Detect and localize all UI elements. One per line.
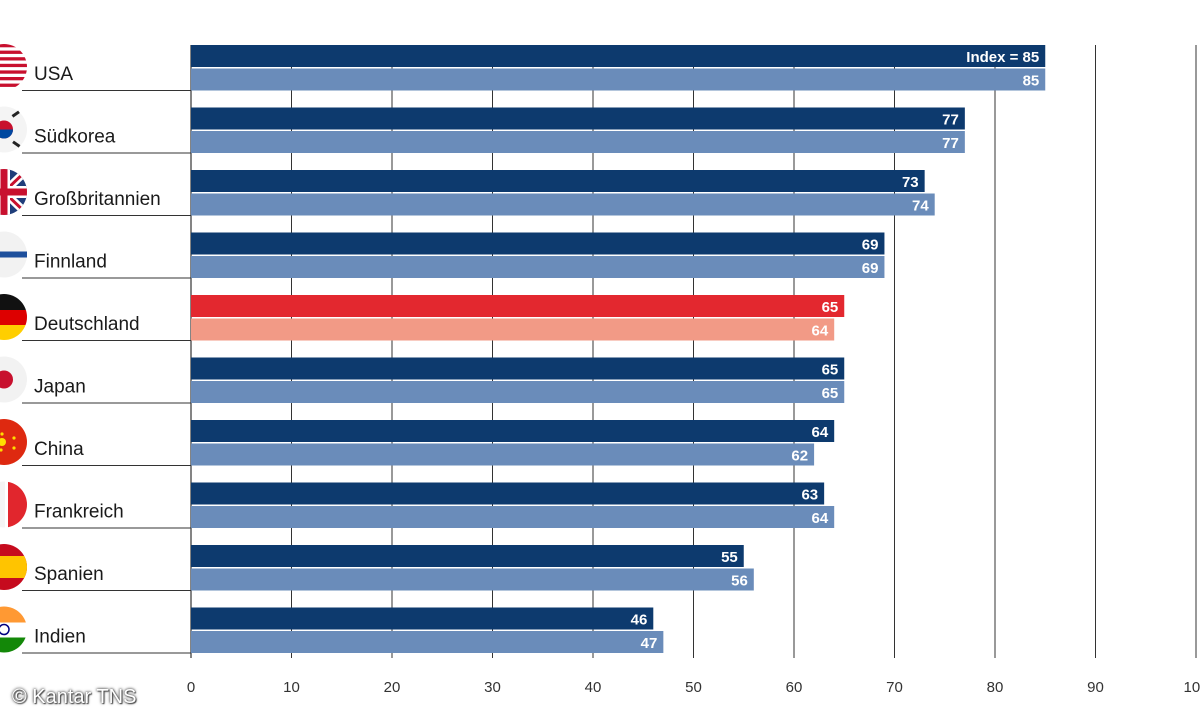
data-label-series1: 69 [862,237,879,254]
x-tick-label: 20 [384,679,401,696]
bar-series2 [191,443,815,466]
bar-series1 [191,357,845,380]
flag-france-icon [0,481,27,528]
bar-series1 [191,607,654,630]
flag-spain-icon [0,544,27,590]
flag-finland-icon [0,231,27,278]
bar-series2 [191,131,965,153]
bar-series1 [191,232,885,255]
bar-series2 [191,568,754,591]
bar-series2 [191,256,885,278]
data-label-series2: 85 [1023,73,1040,90]
x-tick-label: 80 [987,679,1004,696]
data-label-series2: 64 [812,510,829,527]
x-axis-ticks: 0 10 20 30 40 50 60 70 80 90 100 [187,679,1200,696]
bar-series2 [191,193,935,216]
data-label-series1: 55 [721,549,738,566]
x-tick-label: 60 [786,679,803,696]
flag-usa-icon [0,44,27,87]
bar-series1 [191,295,845,317]
data-label-series2: 64 [812,323,829,340]
x-tick-label: 90 [1087,679,1104,696]
source-credit: © Kantar TNS [12,686,137,708]
data-label-series2: 65 [822,385,839,402]
data-label-series1: 65 [822,299,839,316]
category-label: Finnland [34,252,107,273]
bar-series1 [191,545,744,567]
bar-series2 [191,318,835,341]
bar-series2 [191,631,664,653]
data-label-series2: 47 [641,635,658,652]
flag-india-icon [0,606,27,653]
labels-layer: Index = 85 85 USA 77 77 Südkorea 73 74 Großbrita… [0,44,1039,654]
x-tick-label: 10 [283,679,300,696]
data-label-series2: 77 [942,135,959,152]
category-label: USA [34,64,73,85]
flag-uk-icon [0,169,27,215]
x-tick-label: 0 [187,679,195,696]
data-label-series1: 63 [801,487,818,504]
data-label-series1: 46 [631,612,648,629]
bar-series2 [191,381,845,403]
flag-japan-icon [0,356,27,403]
x-tick-label: 50 [685,679,702,696]
bar-series1 [191,420,835,442]
data-label-series1: 65 [822,362,839,379]
category-label: Frankreich [34,502,124,523]
category-label: Großbritannien [34,189,161,210]
bar-series1 [191,107,965,130]
data-label-series2: 62 [791,448,808,465]
category-label: Deutschland [34,314,140,335]
flag-china-icon [0,419,27,465]
x-tick-label: 30 [484,679,501,696]
bar-series2 [191,68,1046,91]
data-label-series2: 56 [731,573,748,590]
data-label-series2: 74 [912,198,929,215]
bar-series1 [191,482,825,505]
category-label: Indien [34,627,86,648]
category-label: Japan [34,377,86,398]
data-label-series1: 64 [812,424,829,441]
flag-south-korea-icon [0,106,27,153]
category-label: China [34,439,84,460]
category-label: Südkorea [34,127,116,148]
data-label-series2: 69 [862,260,879,277]
bars-layer [191,45,1046,653]
bar-series2 [191,506,835,528]
data-label-series1: 73 [902,174,919,191]
category-label: Spanien [34,564,104,585]
data-label-series1: Index = 85 [966,49,1039,66]
flag-germany-icon [0,294,27,340]
x-tick-label: 100 [1183,679,1200,696]
bar-series1 [191,45,1046,67]
x-tick-label: 40 [585,679,602,696]
x-tick-label: 70 [886,679,903,696]
bar-series1 [191,170,925,192]
data-label-series1: 77 [942,112,959,129]
